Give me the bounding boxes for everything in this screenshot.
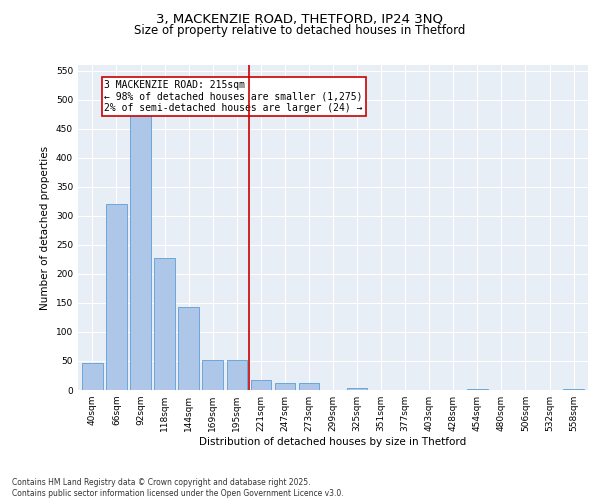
Bar <box>130 94 151 390</box>
Bar <box>154 258 175 390</box>
Text: 3 MACKENZIE ROAD: 215sqm
← 98% of detached houses are smaller (1,275)
2% of semi: 3 MACKENZIE ROAD: 215sqm ← 98% of detach… <box>104 80 363 112</box>
Bar <box>347 388 367 390</box>
Text: Size of property relative to detached houses in Thetford: Size of property relative to detached ho… <box>134 24 466 37</box>
Text: 3, MACKENZIE ROAD, THETFORD, IP24 3NQ: 3, MACKENZIE ROAD, THETFORD, IP24 3NQ <box>157 12 443 26</box>
Bar <box>106 204 127 390</box>
X-axis label: Distribution of detached houses by size in Thetford: Distribution of detached houses by size … <box>199 437 467 447</box>
Bar <box>299 383 319 390</box>
Bar <box>202 360 223 390</box>
Bar <box>227 360 247 390</box>
Bar <box>178 307 199 390</box>
Text: Contains HM Land Registry data © Crown copyright and database right 2025.
Contai: Contains HM Land Registry data © Crown c… <box>12 478 344 498</box>
Y-axis label: Number of detached properties: Number of detached properties <box>40 146 50 310</box>
Bar <box>82 362 103 390</box>
Bar <box>275 383 295 390</box>
Bar <box>251 380 271 390</box>
